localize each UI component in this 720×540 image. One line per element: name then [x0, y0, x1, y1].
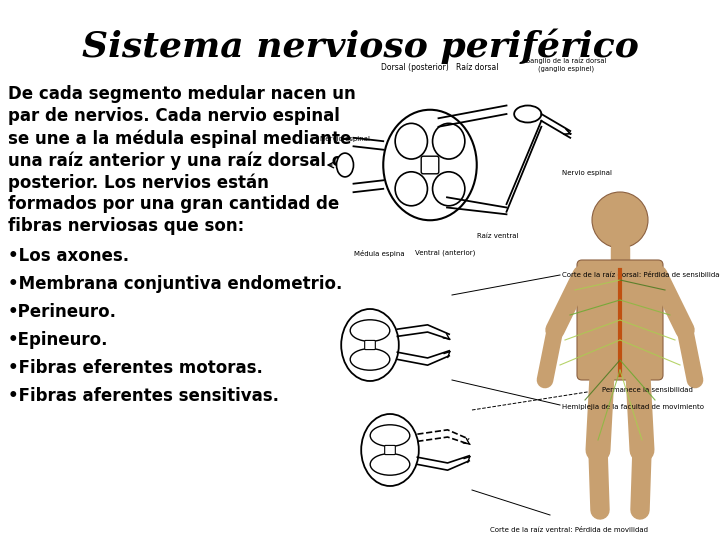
Text: Sistema nervioso periférico: Sistema nervioso periférico [81, 28, 639, 64]
Text: fibras nerviosas que son:: fibras nerviosas que son: [8, 217, 244, 235]
Text: Ganglio de la raíz dorsal
(ganglio espinel): Ganglio de la raíz dorsal (ganglio espin… [526, 57, 607, 71]
Ellipse shape [350, 320, 390, 341]
Ellipse shape [341, 309, 399, 381]
Text: una raíz anterior y una raíz dorsal o: una raíz anterior y una raíz dorsal o [8, 151, 343, 170]
Text: •Perineuro.: •Perineuro. [8, 303, 117, 321]
Ellipse shape [370, 454, 410, 475]
Text: •Membrana conjuntiva endometrio.: •Membrana conjuntiva endometrio. [8, 275, 343, 293]
Text: Raíz dorsal: Raíz dorsal [456, 63, 498, 71]
Ellipse shape [433, 123, 465, 159]
Text: Nervio espinal: Nervio espinal [320, 137, 369, 143]
Text: Corte de la raíz ventral: Pérdida de movilidad: Corte de la raíz ventral: Pérdida de mov… [490, 527, 648, 533]
FancyBboxPatch shape [384, 446, 395, 455]
Text: Hemiplejia de la facultad de movimiento: Hemiplejia de la facultad de movimiento [562, 404, 704, 410]
FancyBboxPatch shape [577, 260, 663, 380]
Ellipse shape [361, 414, 419, 486]
Text: par de nervios. Cada nervio espinal: par de nervios. Cada nervio espinal [8, 107, 340, 125]
FancyBboxPatch shape [421, 156, 438, 174]
Text: formados por una gran cantidad de: formados por una gran cantidad de [8, 195, 339, 213]
Text: Médula espina: Médula espina [354, 250, 405, 257]
Text: •Epineuro.: •Epineuro. [8, 331, 109, 349]
Ellipse shape [395, 172, 428, 206]
Text: Dorsal (posterior): Dorsal (posterior) [381, 63, 449, 71]
Text: De cada segmento medular nacen un: De cada segmento medular nacen un [8, 85, 356, 103]
Ellipse shape [514, 105, 541, 123]
Text: Nervio espinal: Nervio espinal [562, 171, 612, 177]
Text: posterior. Los nervios están: posterior. Los nervios están [8, 173, 269, 192]
Circle shape [592, 192, 648, 248]
Ellipse shape [395, 123, 428, 159]
Ellipse shape [383, 110, 477, 220]
Text: Corte de la raíz dorsal: Pérdida de sensibilidad: Corte de la raíz dorsal: Pérdida de sens… [562, 272, 720, 278]
Ellipse shape [336, 153, 354, 177]
FancyBboxPatch shape [365, 340, 375, 349]
Text: •Fibras aferentes sensitivas.: •Fibras aferentes sensitivas. [8, 387, 279, 405]
Ellipse shape [433, 172, 465, 206]
Text: se une a la médula espinal mediante: se une a la médula espinal mediante [8, 129, 351, 147]
Ellipse shape [350, 349, 390, 370]
Ellipse shape [370, 425, 410, 447]
Text: Permanece la sensibilidad: Permanece la sensibilidad [602, 387, 693, 393]
Text: •Fibras eferentes motoras.: •Fibras eferentes motoras. [8, 359, 263, 377]
Text: •Los axones.: •Los axones. [8, 247, 129, 265]
Text: Ventral (anterior): Ventral (anterior) [415, 250, 475, 256]
Text: Raíz ventral: Raíz ventral [477, 233, 518, 239]
